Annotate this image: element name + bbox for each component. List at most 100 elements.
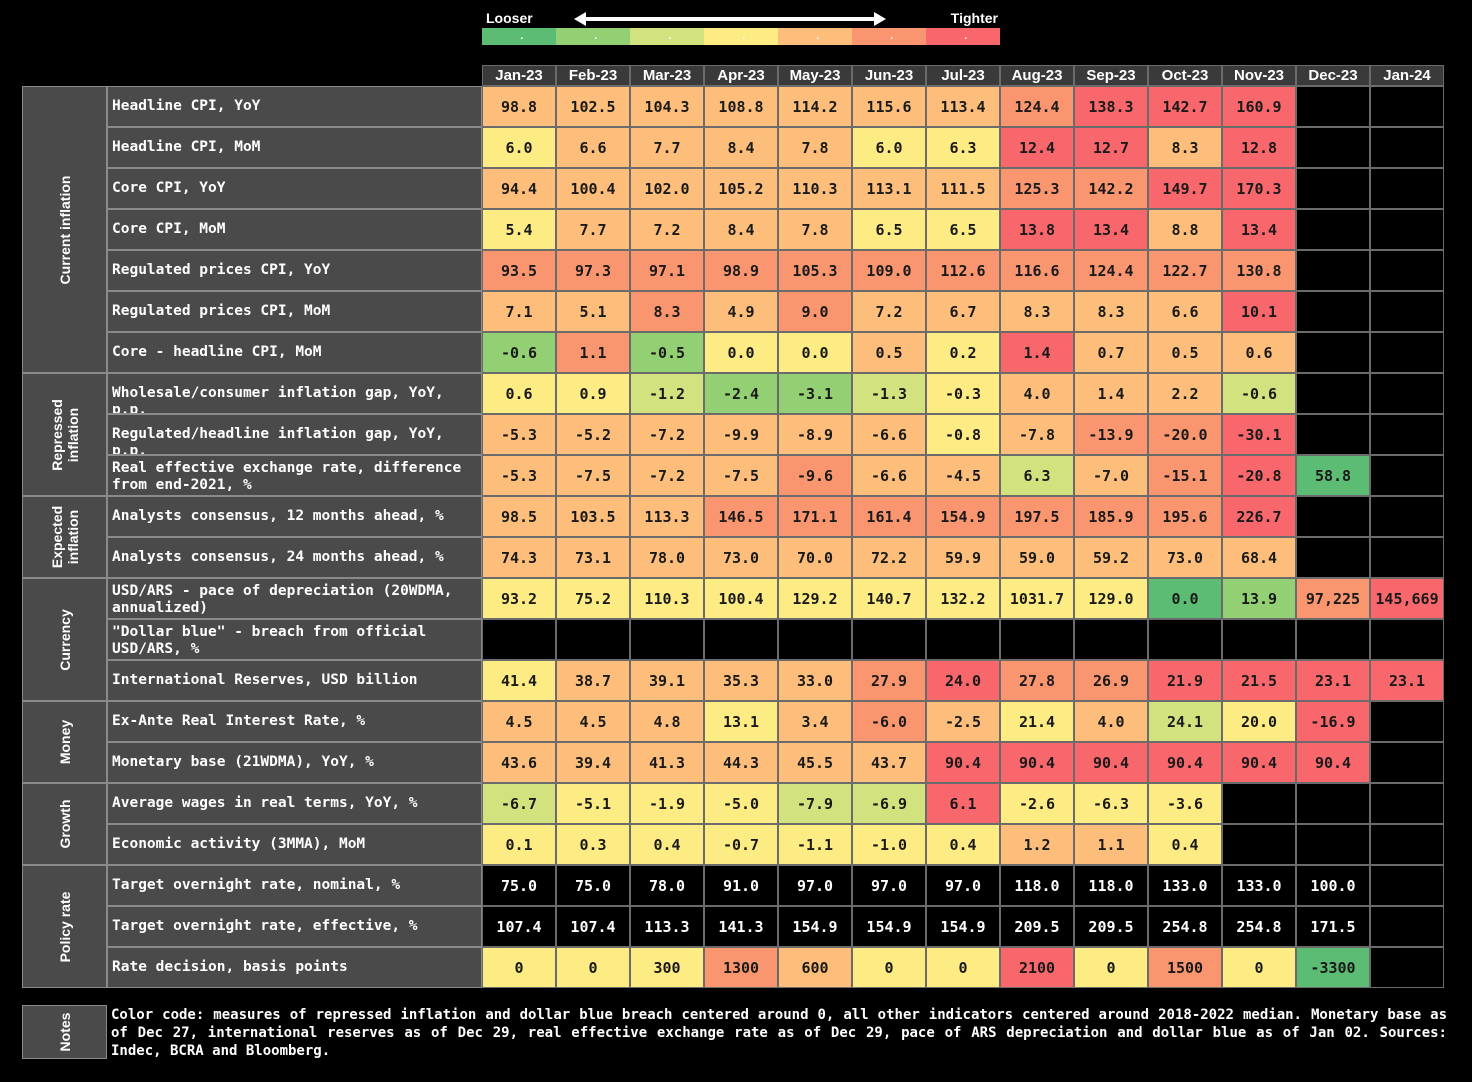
value-cell: 1031.7 [1000,578,1074,619]
value-cell: 0.1 [482,824,556,865]
table-row: Core - headline CPI, MoM -0.6 1.1 -0.5 0.0 0.… [107,332,1444,373]
value-cell [1370,824,1444,865]
value-cell: 1500 [1148,947,1222,988]
color-legend: Looser Tighter [482,8,1000,46]
row-label: Analysts consensus, 24 months ahead, % [107,537,482,578]
value-cell: 8.8 [1148,209,1222,250]
value-cell: 27.8 [1000,660,1074,701]
value-cell: 154.9 [778,906,852,947]
value-cell: -20.0 [1148,414,1222,455]
value-cell [1370,742,1444,783]
value-cell: 20.0 [1222,701,1296,742]
value-cell: 98.9 [704,250,778,291]
month-header-cell: Mar-23 [630,65,704,86]
value-cell: -0.6 [482,332,556,373]
value-cell: 90.4 [1000,742,1074,783]
value-cell: 13.4 [1074,209,1148,250]
value-cell: 600 [778,947,852,988]
table-row: Ex-Ante Real Interest Rate, % 4.5 4.5 4.8 13… [107,701,1444,742]
value-cell [1296,414,1370,455]
group-label-box: Repressed inflation [22,373,107,496]
row-label: Regulated prices CPI, YoY [107,250,482,291]
legend-swatch [630,28,704,45]
value-cell: -0.3 [926,373,1000,414]
table-row: Regulated/headline inflation gap, YoY, p… [107,414,1444,455]
value-cell: 105.2 [704,168,778,209]
value-cell: -1.2 [630,373,704,414]
value-cell: 73.0 [704,537,778,578]
value-cell: 0 [556,947,630,988]
value-cell: -7.5 [556,455,630,496]
value-cell: 6.5 [926,209,1000,250]
value-cell: 0.5 [1148,332,1222,373]
value-cell: 90.4 [1148,742,1222,783]
value-cell: 93.5 [482,250,556,291]
value-cell: 112.6 [926,250,1000,291]
value-cell: 5.1 [556,291,630,332]
value-cell: 0.5 [852,332,926,373]
value-cell: 12.7 [1074,127,1148,168]
value-cell: 70.0 [778,537,852,578]
value-cell [482,619,556,660]
value-cell: 6.3 [926,127,1000,168]
value-cell: 72.2 [852,537,926,578]
value-cell: -0.7 [704,824,778,865]
value-cell: 6.0 [852,127,926,168]
value-cell [1296,127,1370,168]
value-cell: 113.1 [852,168,926,209]
value-cell [1370,250,1444,291]
value-cell: 7.2 [630,209,704,250]
value-cell [1370,865,1444,906]
value-cell: 73.0 [1148,537,1222,578]
value-cell: 118.0 [1000,865,1074,906]
value-cell: -7.8 [1000,414,1074,455]
value-cell [1222,619,1296,660]
value-cell: 98.8 [482,86,556,127]
table-row: Target overnight rate, nominal, % 75.0 75.… [107,865,1444,906]
value-cell: 0 [482,947,556,988]
value-cell: 21.5 [1222,660,1296,701]
legend-swatch [556,28,630,45]
value-cell: 0.0 [704,332,778,373]
value-cell [1370,496,1444,537]
value-cell: 4.5 [556,701,630,742]
legend-looser-label: Looser [486,10,533,26]
value-cell: 195.6 [1148,496,1222,537]
row-label: Headline CPI, MoM [107,127,482,168]
value-cell: 140.7 [852,578,926,619]
value-cell [1370,783,1444,824]
value-cell: 78.0 [630,865,704,906]
value-cell: 185.9 [1074,496,1148,537]
value-cell: 43.7 [852,742,926,783]
value-cell: 13.9 [1222,578,1296,619]
value-cell: 124.4 [1000,86,1074,127]
value-cell: 24.0 [926,660,1000,701]
value-cell: 142.7 [1148,86,1222,127]
value-cell [1296,250,1370,291]
value-cell: 91.0 [704,865,778,906]
value-cell: 4.0 [1074,701,1148,742]
double-arrow-icon [574,12,886,26]
value-cell: -5.2 [556,414,630,455]
value-cell: 7.8 [778,209,852,250]
table-row: USD/ARS - pace of depreciation (20WDMA, … [107,578,1444,619]
value-cell [1370,209,1444,250]
month-header-cell: Jan-23 [482,65,556,86]
value-cell [1370,168,1444,209]
table-row: Average wages in real terms, YoY, % -6.7-… [107,783,1444,824]
month-header-cell: Sep-23 [1074,65,1148,86]
value-cell: 1.4 [1000,332,1074,373]
row-label: Regulated prices CPI, MoM [107,291,482,332]
group-label-box: Policy rate [22,865,107,988]
row-label: Ex-Ante Real Interest Rate, % [107,701,482,742]
group-label: Repressed inflation [48,398,81,471]
value-cell: 43.6 [482,742,556,783]
value-cell: 0.2 [926,332,1000,373]
value-cell [630,619,704,660]
value-cell: 116.6 [1000,250,1074,291]
value-cell: 97.1 [630,250,704,291]
value-cell [1370,373,1444,414]
value-cell [1370,291,1444,332]
value-cell: 13.8 [1000,209,1074,250]
month-header: Jan-23 Feb-23 Mar-23 Apr-23 May-23 Jun-23 Jul-… [482,65,1444,86]
